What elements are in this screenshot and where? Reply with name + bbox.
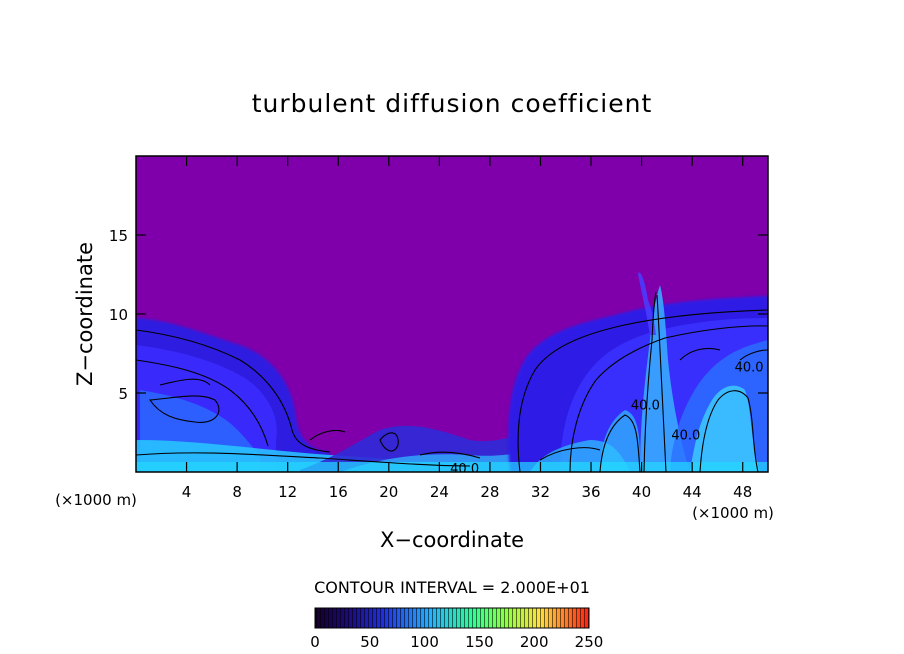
y-axis: 5 10 15 (109, 227, 768, 403)
y-tick-label: 10 (109, 306, 128, 324)
colorbar-bands (315, 608, 589, 628)
x-tick-label: 40 (632, 483, 651, 501)
colorbar-tick-label: 200 (520, 633, 549, 651)
x-tick-label: 36 (581, 483, 600, 501)
colorbar-tick-label: 250 (575, 633, 604, 651)
y-tick-label: 15 (109, 227, 128, 245)
x-tick-label: 16 (329, 483, 348, 501)
x-tick-label: 8 (232, 483, 242, 501)
heatmap-field: 40.0 40.0 40.0 40.0 (136, 156, 768, 477)
contour-lines (136, 291, 768, 472)
x-axis: 4 8 12 16 20 24 28 32 36 40 44 48 (182, 156, 752, 501)
x-tick-label: 20 (379, 483, 398, 501)
x-tick-label: 28 (480, 483, 499, 501)
contour-interval-text: CONTOUR INTERVAL = 2.000E+01 (314, 578, 590, 597)
contour-labels: 40.0 40.0 40.0 40.0 (450, 361, 764, 477)
colorbar: 0 50 100 150 200 250 (310, 607, 603, 651)
contour-label: 40.0 (671, 429, 700, 444)
colorbar-tick-label: 150 (465, 633, 494, 651)
x-tick-label: 24 (430, 483, 449, 501)
x-tick-label: 32 (531, 483, 550, 501)
x-tick-label: 44 (683, 483, 702, 501)
x-unit-left: (×1000 m) (55, 491, 137, 509)
x-tick-label: 12 (278, 483, 297, 501)
contour-label: 40.0 (450, 462, 479, 477)
x-tick-label: 4 (182, 483, 192, 501)
colorbar-frame (314, 607, 590, 629)
y-axis-label: Z−coordinate (73, 242, 97, 386)
colorbar-tick-label: 0 (310, 633, 320, 651)
x-axis-label: X−coordinate (380, 528, 524, 552)
chart-title: turbulent diffusion coefficient (252, 89, 653, 118)
x-unit-right: (×1000 m) (692, 504, 774, 522)
x-tick-label: 48 (733, 483, 752, 501)
contour-label: 40.0 (631, 399, 660, 414)
colorbar-tick-label: 100 (410, 633, 439, 651)
colorbar-tick-label: 50 (360, 633, 379, 651)
colorbar-ticks: 0 50 100 150 200 250 (310, 633, 603, 651)
y-tick-label: 5 (118, 385, 128, 403)
contour-label: 40.0 (735, 361, 764, 376)
